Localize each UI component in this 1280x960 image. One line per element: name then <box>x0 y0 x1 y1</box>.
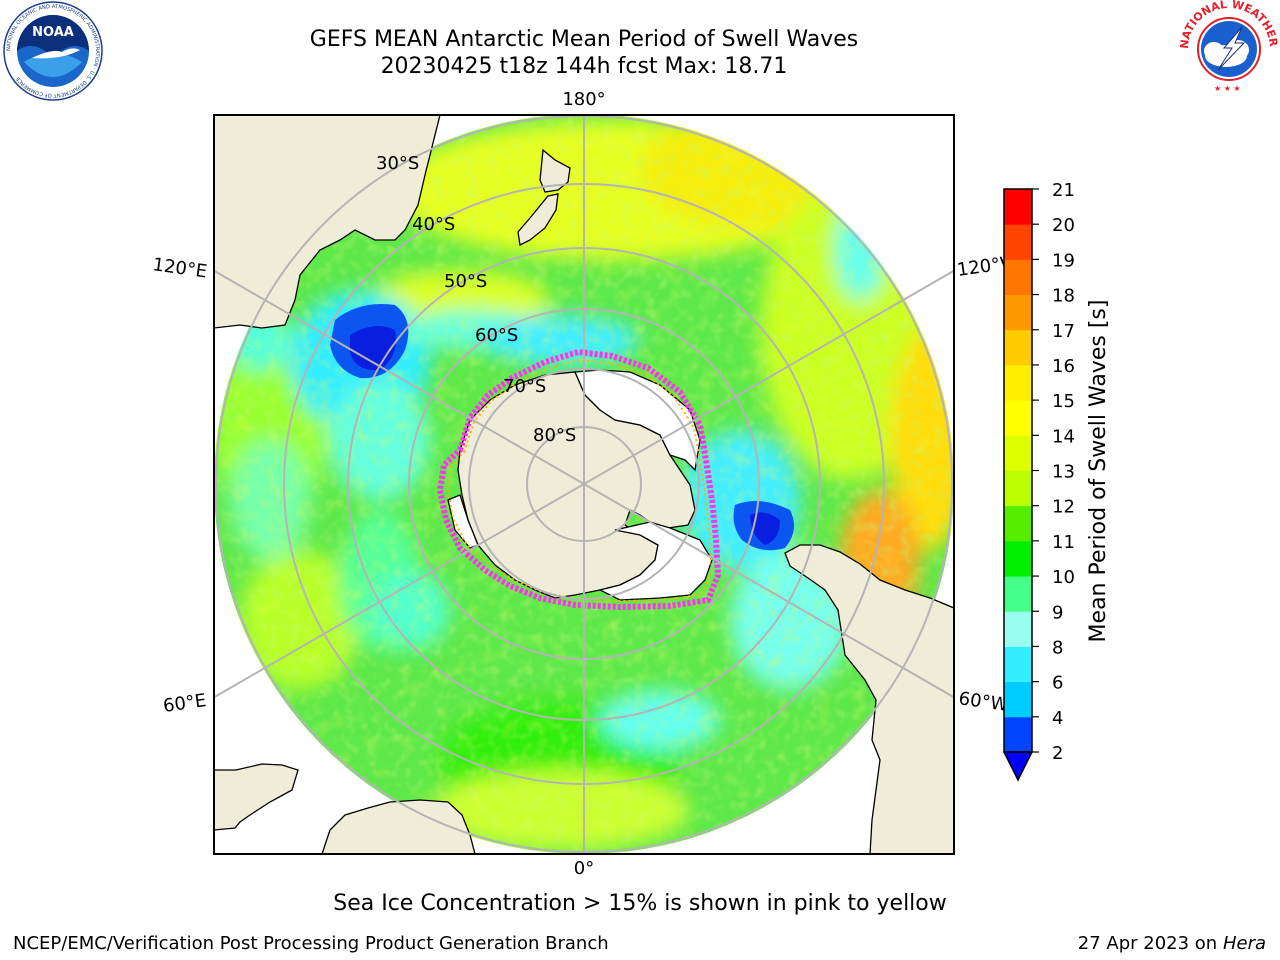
colorbar-tick-label: 17 <box>1052 321 1075 342</box>
host-name: Hera <box>1222 933 1266 954</box>
colorbar-segment <box>1004 505 1032 542</box>
colorbar-tick-label: 4 <box>1052 708 1063 729</box>
colorbar-segment <box>1004 576 1032 612</box>
colorbar-tick-label: 18 <box>1052 286 1075 307</box>
colorbar-tick-label: 16 <box>1052 356 1075 377</box>
colorbar-segment <box>1004 611 1032 647</box>
lat-label-50s: 50°S <box>444 271 487 292</box>
colorbar-tick-label: 19 <box>1052 250 1075 271</box>
colorbar-tick-label: 12 <box>1052 497 1075 518</box>
lat-label-70s: 70°S <box>503 376 546 397</box>
nws-stars: ★ ★ ★ <box>1214 84 1241 93</box>
colorbar-segment <box>1004 435 1032 471</box>
map-title: GEFS MEAN Antarctic Mean Period of Swell… <box>309 27 859 52</box>
colorbar-tick-label: 21 <box>1052 180 1075 201</box>
nws-logo: NATIONAL WEATHER SERVICE ★ ★ ★ <box>1180 0 1278 96</box>
date-text: 27 Apr 2023 on <box>1077 933 1223 954</box>
colorbar-tick-label: 8 <box>1052 637 1063 658</box>
colorbar-tick-label: 6 <box>1052 673 1063 694</box>
colorbar-tick-label: 9 <box>1052 602 1063 623</box>
lat-label-30s: 30°S <box>376 153 419 174</box>
lon-label-180: 180° <box>562 89 605 110</box>
noaa-logo-text: NOAA <box>32 25 74 40</box>
colorbar-segment <box>1004 189 1032 225</box>
colorbar-segment <box>1004 294 1032 331</box>
colorbar-tick-label: 15 <box>1052 391 1075 412</box>
lat-label-80s: 80°S <box>533 425 576 446</box>
colorbar-segment <box>1004 364 1032 401</box>
colorbar-segment <box>1004 259 1032 296</box>
colorbar-tick-label: 10 <box>1052 567 1075 588</box>
lon-label-60e: 60°E <box>162 690 208 717</box>
lat-label-40s: 40°S <box>412 214 455 235</box>
date-stamp: 27 Apr 2023 on Hera <box>1078 933 1266 954</box>
credit-line: NCEP/EMC/Verification Post Processing Pr… <box>13 933 609 954</box>
colorbar-segment <box>1004 470 1032 507</box>
colorbar-extend-arrow <box>1002 751 1034 782</box>
graticule <box>214 115 954 854</box>
colorbar-tick-label: 13 <box>1052 462 1075 483</box>
colorbar-segment <box>1004 224 1032 260</box>
colorbar-segment <box>1004 681 1032 718</box>
colorbar-tick-label: 20 <box>1052 215 1075 236</box>
sea-ice-edge <box>436 348 722 611</box>
lon-label-120e: 120°E <box>151 254 208 282</box>
lon-label-60w: 60°W <box>957 688 1009 716</box>
colorbar-segment <box>1004 329 1032 366</box>
lat-label-60s: 60°S <box>475 325 518 346</box>
colorbar-tick-label: 2 <box>1052 743 1063 764</box>
colorbar-segment <box>1004 646 1032 683</box>
noaa-logo: NATIONAL OCEANIC AND ATMOSPHERIC ADMINIS… <box>3 1 103 101</box>
colorbar-segment <box>1004 400 1032 436</box>
lon-label-0: 0° <box>574 858 594 879</box>
map-frame <box>213 114 955 855</box>
colorbar-segment <box>1004 716 1032 753</box>
sea-ice-caption: Sea Ice Concentration > 15% is shown in … <box>333 891 947 916</box>
land-masses <box>214 115 954 854</box>
map-subtitle: 20230425 t18z 144h fcst Max: 18.71 <box>380 54 788 79</box>
colorbar-tick-label: 11 <box>1052 532 1075 553</box>
colorbar-tick-label: 14 <box>1052 426 1075 447</box>
colorbar-segment <box>1004 540 1032 577</box>
latitude-labels: 30°S 40°S 50°S 60°S 70°S 80°S <box>376 153 576 446</box>
colorbar: 2 4 6 8 9 10 11 12 13 14 15 16 17 18 19 20 21 <box>1002 180 1075 782</box>
colorbar-label: Mean Period of Swell Waves [s] <box>1086 300 1111 643</box>
